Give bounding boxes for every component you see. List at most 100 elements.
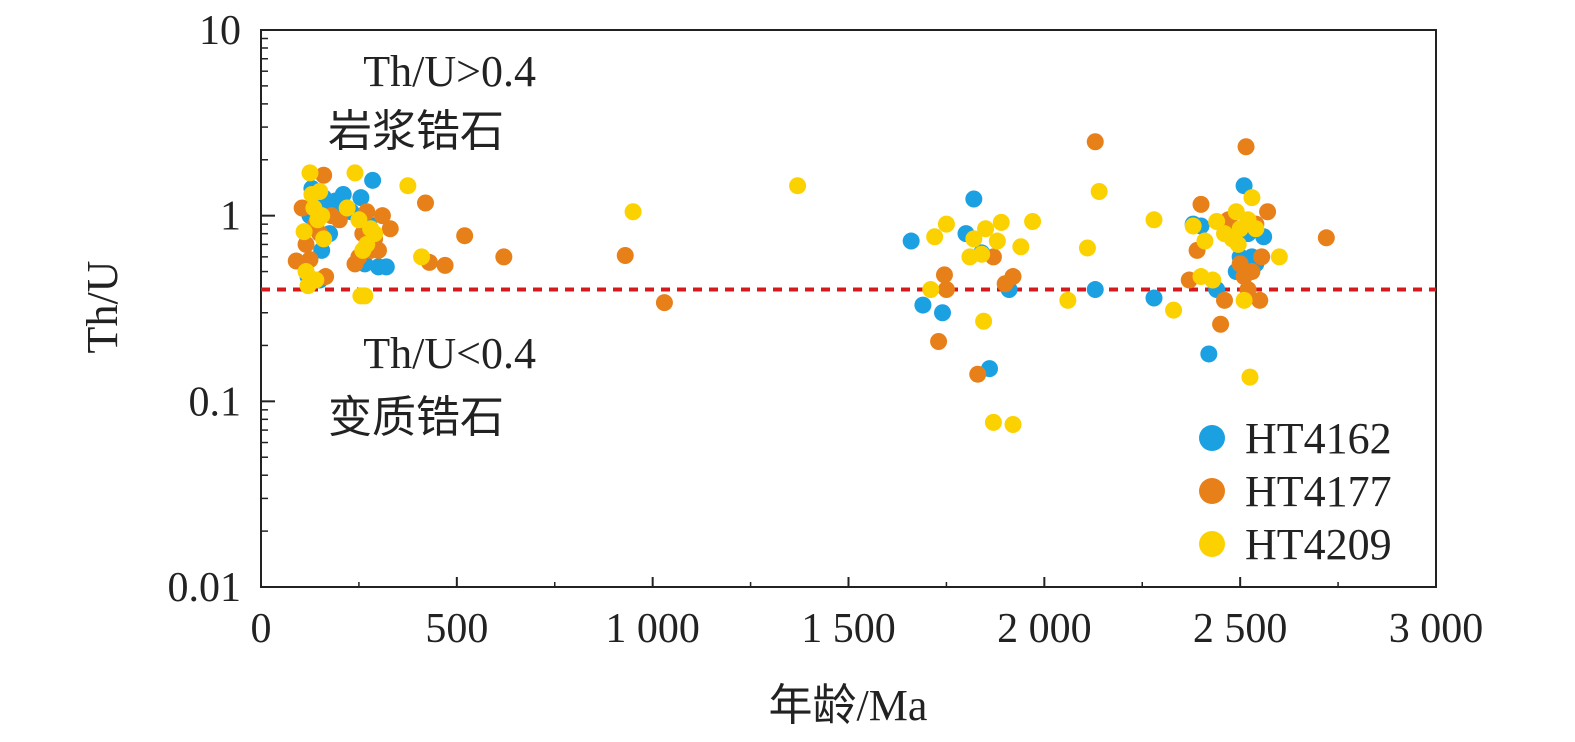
data-point (655, 294, 673, 312)
data-point (350, 211, 368, 229)
data-point (992, 213, 1010, 231)
data-point (1237, 138, 1255, 156)
data-point (1078, 239, 1096, 257)
data-point (456, 227, 474, 245)
data-point (1235, 291, 1253, 309)
data-point (311, 182, 329, 200)
data-point (1251, 291, 1269, 309)
annotation-lower-line1: Th/U<0.4 (363, 329, 536, 378)
x-tick-label: 0 (251, 606, 272, 652)
data-point (436, 256, 454, 274)
data-point (624, 203, 642, 221)
data-point (356, 287, 374, 305)
legend-marker-HT4209 (1199, 531, 1225, 557)
data-point (1059, 291, 1077, 309)
data-point (373, 207, 391, 225)
data-point (417, 194, 434, 212)
data-point (1196, 232, 1214, 250)
data-point (295, 223, 313, 241)
data-point (293, 199, 311, 217)
data-point (1243, 189, 1261, 207)
data-point (366, 225, 384, 243)
y-tick-label: 0.1 (189, 379, 242, 425)
data-point (922, 281, 940, 299)
data-point (926, 228, 944, 246)
x-axis-label: 年龄/Ma (769, 681, 928, 730)
data-point (1317, 229, 1335, 247)
x-tick-label: 1 500 (801, 606, 896, 652)
data-point (969, 365, 987, 383)
data-point (616, 247, 634, 265)
data-point (1208, 213, 1226, 231)
data-point (973, 245, 991, 263)
annotation-upper-line1: Th/U>0.4 (363, 47, 536, 96)
data-point (937, 215, 955, 233)
legend-marker-HT4162 (1199, 425, 1225, 451)
data-point (1259, 203, 1277, 221)
data-point (789, 177, 807, 195)
x-tick-label: 500 (425, 606, 488, 652)
data-points (287, 133, 1335, 434)
data-point (902, 232, 920, 250)
data-point (346, 164, 364, 182)
data-point (1253, 248, 1271, 266)
data-point (301, 164, 319, 182)
data-point (977, 220, 995, 238)
data-point (399, 177, 417, 195)
legend-label-HT4177: HT4177 (1245, 467, 1392, 516)
data-point (1184, 217, 1202, 235)
data-point (934, 304, 951, 322)
x-tick-label: 1 000 (605, 606, 700, 652)
data-point (1145, 289, 1163, 307)
data-point (1024, 213, 1042, 231)
data-point (364, 171, 382, 189)
data-point (1235, 177, 1253, 195)
data-point (965, 190, 983, 208)
data-point (937, 281, 955, 299)
data-point (1004, 268, 1022, 286)
data-point (930, 333, 948, 351)
x-tick-label: 2 000 (997, 606, 1092, 652)
legend-label-HT4162: HT4162 (1245, 414, 1392, 463)
data-point (1192, 195, 1210, 213)
data-point (1200, 345, 1218, 363)
data-point (1229, 235, 1247, 253)
data-point (352, 189, 370, 207)
data-point (313, 207, 331, 225)
data-point (1270, 248, 1288, 266)
annotations: Th/U>0.4 岩浆锆石 Th/U<0.4 变质锆石 (328, 47, 536, 442)
data-point (413, 248, 431, 266)
data-point (1247, 220, 1265, 238)
series-HT4209 (295, 164, 1288, 434)
data-point (1165, 301, 1183, 319)
legend-label-HT4209: HT4209 (1245, 520, 1392, 569)
data-point (381, 220, 399, 238)
data-point (988, 232, 1006, 250)
data-point (334, 186, 352, 204)
data-point (1004, 416, 1022, 434)
x-tick-label: 2 500 (1193, 606, 1288, 652)
legend-marker-HT4177 (1199, 478, 1225, 504)
data-point (1243, 263, 1261, 281)
data-point (1216, 291, 1233, 309)
x-tick-label: 3 000 (1389, 606, 1484, 652)
y-tick-label: 0.01 (168, 565, 242, 611)
annotation-lower-line2: 变质锆石 (328, 393, 504, 442)
data-point (984, 413, 1002, 431)
data-point (315, 230, 333, 248)
data-point (495, 248, 513, 266)
data-point (1090, 182, 1108, 200)
data-point (1204, 271, 1222, 289)
data-point (1086, 133, 1104, 151)
data-point (338, 199, 356, 217)
data-point (377, 258, 395, 276)
data-point (975, 312, 993, 330)
data-point (914, 296, 932, 314)
data-point (1145, 211, 1163, 229)
data-point (1212, 315, 1230, 333)
axes: 0 500 1 000 1 500 2 000 2 500 3 000 0.01 0.1 1 10 (168, 8, 1484, 652)
data-point (307, 271, 325, 289)
y-axis-label: Th/U (78, 261, 127, 354)
